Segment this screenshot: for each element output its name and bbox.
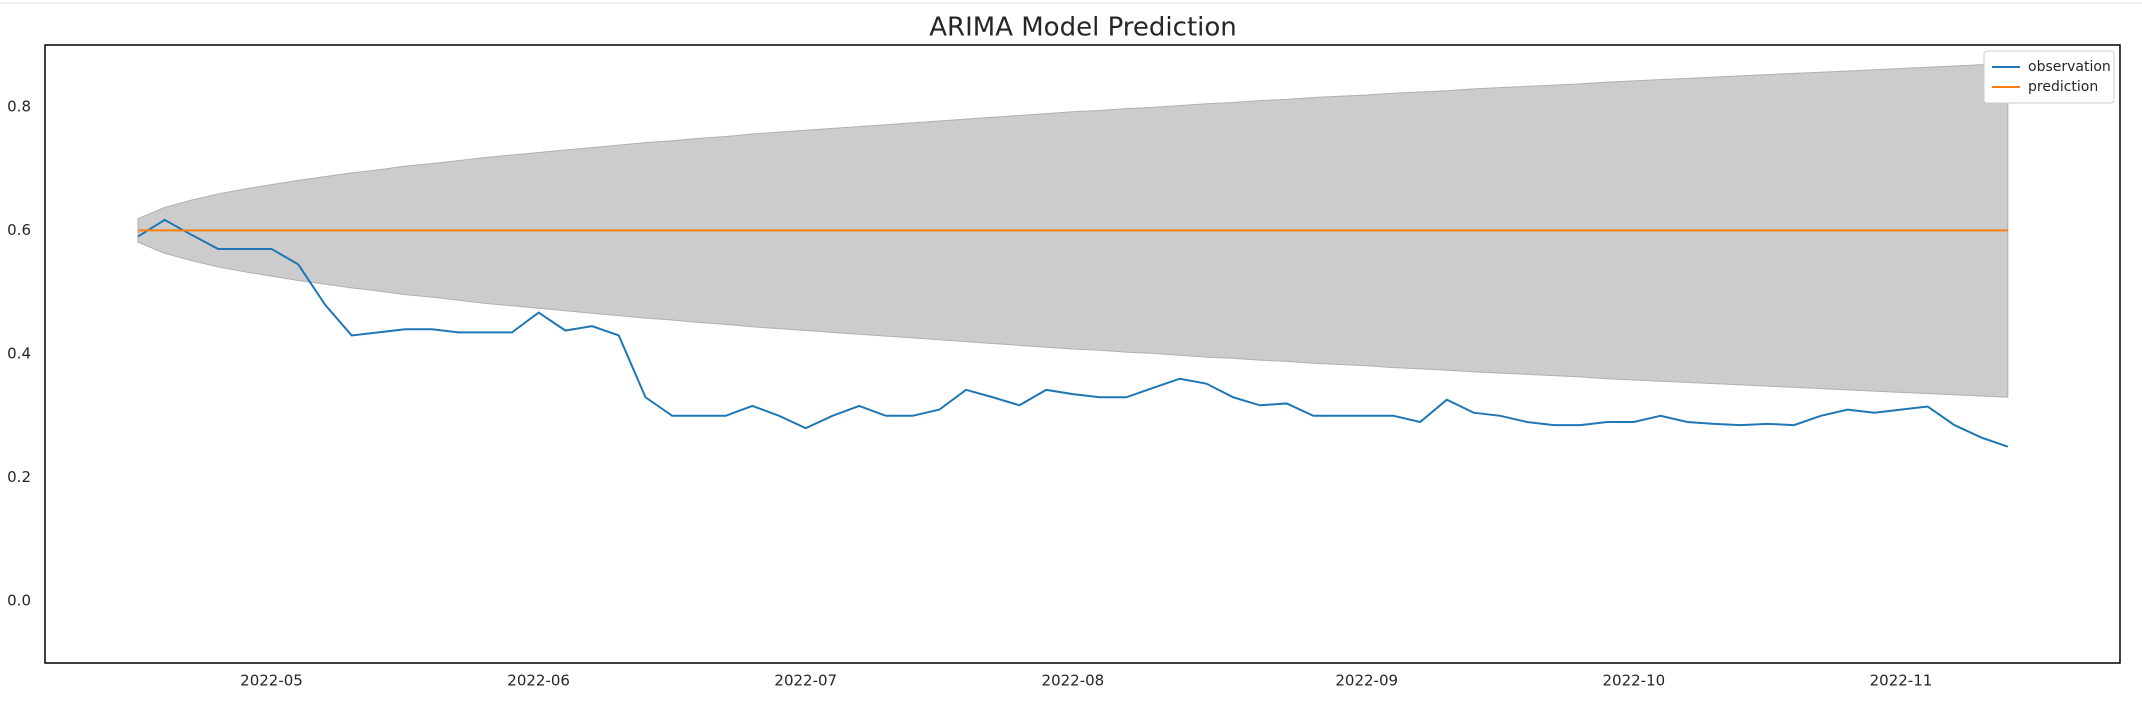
x-tick-label: 2022-09	[1335, 672, 1398, 690]
x-tick-label: 2022-05	[240, 672, 303, 690]
legend: observation prediction	[1983, 50, 2115, 104]
legend-label: prediction	[2028, 79, 2098, 95]
y-tick-label: 0.0	[7, 592, 31, 610]
legend-label: observation	[2028, 59, 2111, 75]
y-tick-label: 0.2	[7, 468, 31, 486]
y-tick-label: 0.4	[7, 345, 31, 363]
x-tick-label: 2022-07	[774, 672, 837, 690]
chart-title: ARIMA Model Prediction	[929, 13, 1237, 43]
x-tick-label: 2022-08	[1042, 672, 1105, 690]
plot-frame	[44, 44, 2121, 664]
y-tick-label: 0.6	[7, 221, 31, 239]
x-tick-label: 2022-06	[507, 672, 570, 690]
x-tick-label: 2022-10	[1602, 672, 1665, 690]
y-tick-label: 0.8	[7, 97, 31, 115]
series-line	[137, 218, 2009, 448]
legend-box	[1983, 50, 2115, 104]
x-tick-label: 2022-11	[1870, 672, 1933, 690]
